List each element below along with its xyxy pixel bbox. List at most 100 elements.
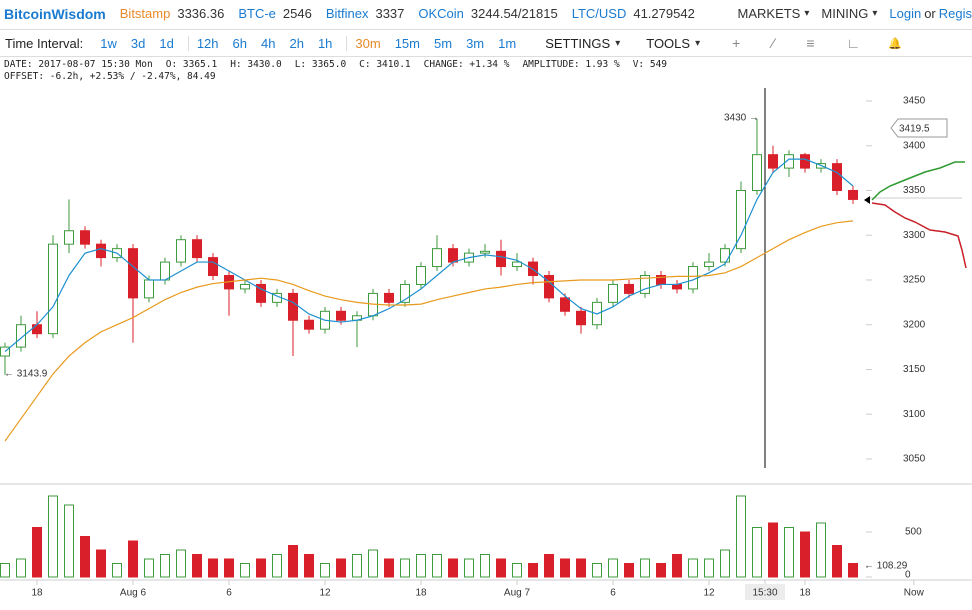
volume-bar: [784, 527, 794, 578]
caret: ▾: [615, 37, 621, 49]
candle-body: [624, 283, 634, 294]
exchange-price: 2546: [282, 6, 312, 21]
x-tick-label: Now: [904, 588, 925, 599]
info-item: DATE: 2017-08-07 15:30 Mon: [4, 59, 153, 70]
volume-bar: [16, 558, 26, 578]
exchange-name[interactable]: Bitfinex: [325, 6, 369, 21]
volume-annotation: ← 108.29: [864, 561, 908, 572]
candle-body: [256, 283, 266, 303]
interval[interactable]: 3m: [466, 35, 485, 51]
volume-bar: [192, 554, 202, 578]
volume-bar: [640, 558, 650, 578]
moving-average: [4, 158, 854, 353]
candle-body: [160, 261, 170, 281]
candle-body: [688, 266, 698, 290]
volume-bar: [816, 522, 826, 578]
interval[interactable]: 1m: [498, 35, 517, 51]
volume-bar: [576, 558, 586, 578]
y-tick-label: 3400: [903, 140, 926, 151]
volume-bar: [0, 563, 10, 578]
interval-label: Time Interval:: [5, 35, 84, 51]
x-tick-label: Aug 7: [504, 588, 531, 599]
interval[interactable]: 30m: [346, 35, 381, 51]
x-tick-label: Aug 6: [120, 588, 147, 599]
volume-bar: [128, 540, 138, 578]
volume-bar: [736, 495, 746, 578]
candle-body: [672, 283, 682, 290]
volume-bar: [352, 554, 362, 578]
interval[interactable]: 12h: [187, 35, 219, 51]
caret: ▾: [872, 8, 878, 19]
login[interactable]: Login: [889, 6, 922, 21]
info-item: L: 3365.0: [294, 59, 347, 70]
y-tick-label: 3450: [903, 96, 926, 107]
candle-body: [144, 279, 154, 299]
candle-body: [80, 230, 90, 245]
or-text: or: [924, 6, 936, 21]
candle-body: [96, 243, 106, 259]
volume-bar: [240, 563, 250, 578]
candle-body: [416, 266, 426, 285]
volume-bar: [656, 563, 666, 578]
candle-body: [432, 248, 442, 268]
volume-bar: [336, 558, 346, 578]
x-tick-label: 12: [319, 588, 331, 599]
volume-bar: [480, 554, 490, 578]
y-tick-label: 3250: [903, 275, 926, 286]
y-tick-label: 3100: [903, 409, 926, 420]
interval[interactable]: 1d: [159, 35, 174, 51]
volume-bar: [416, 554, 426, 578]
tools-menu[interactable]: TOOLS: [646, 35, 691, 51]
logo[interactable]: BitcoinWisdom: [4, 5, 106, 22]
candle-body: [768, 154, 778, 169]
x-tick-label: 6: [610, 588, 616, 599]
interval[interactable]: 5m: [434, 35, 453, 51]
candle-body: [288, 292, 298, 321]
volume-bar: [176, 549, 186, 578]
low-annotation: ← 3143.9: [4, 369, 48, 380]
candle-body: [576, 310, 586, 326]
volume-bar: [512, 563, 522, 578]
exchange-price: 3244.54/21815: [470, 6, 558, 21]
menu[interactable]: MARKETS: [737, 6, 801, 21]
exchange-name[interactable]: Bitstamp: [119, 6, 171, 21]
info-item: O: 3365.1: [165, 59, 218, 70]
depth-bids: [871, 161, 965, 201]
high-annotation: 3430 →: [724, 113, 759, 124]
exchange-name[interactable]: LTC/USD: [571, 6, 627, 21]
menu[interactable]: MINING: [821, 6, 869, 21]
price-box: [890, 118, 948, 138]
interval[interactable]: 1w: [100, 35, 117, 51]
settings-menu[interactable]: SETTINGS: [545, 35, 611, 51]
interval[interactable]: 15m: [394, 35, 420, 51]
x-tick-label: 18: [31, 588, 43, 599]
volume-bar: [144, 558, 154, 578]
interval[interactable]: 3d: [130, 35, 146, 51]
interval[interactable]: 1h: [317, 35, 333, 51]
volume-bar: [432, 554, 442, 578]
volume-bar: [400, 558, 410, 578]
info-item: C: 3410.1: [359, 59, 411, 70]
candle-body: [832, 163, 842, 191]
y2-tick-label: 0: [905, 570, 911, 581]
interval[interactable]: 4h: [261, 35, 276, 51]
exchange-name[interactable]: OKCoin: [418, 6, 464, 21]
interval[interactable]: 2h: [289, 35, 304, 51]
caret: ▾: [804, 8, 810, 19]
candle-body: [208, 257, 218, 276]
register[interactable]: Regis: [938, 6, 972, 21]
candle-body: [720, 248, 730, 263]
interval[interactable]: 6h: [232, 35, 247, 51]
volume-bar: [560, 558, 570, 578]
alert-icon[interactable]: 🔔: [888, 37, 902, 50]
candle-body: [736, 189, 746, 250]
candle-body: [336, 310, 346, 321]
info-line: OFFSET: -6.2h, +2.53% / -2.47%, 84.49: [4, 71, 216, 82]
y2-tick-label: 500: [905, 527, 922, 538]
exchange-name[interactable]: BTC-e: [238, 6, 276, 21]
candle-body: [640, 274, 650, 294]
volume-bar: [528, 563, 538, 578]
volume-bar: [704, 558, 714, 578]
volume-bar: [288, 545, 298, 578]
